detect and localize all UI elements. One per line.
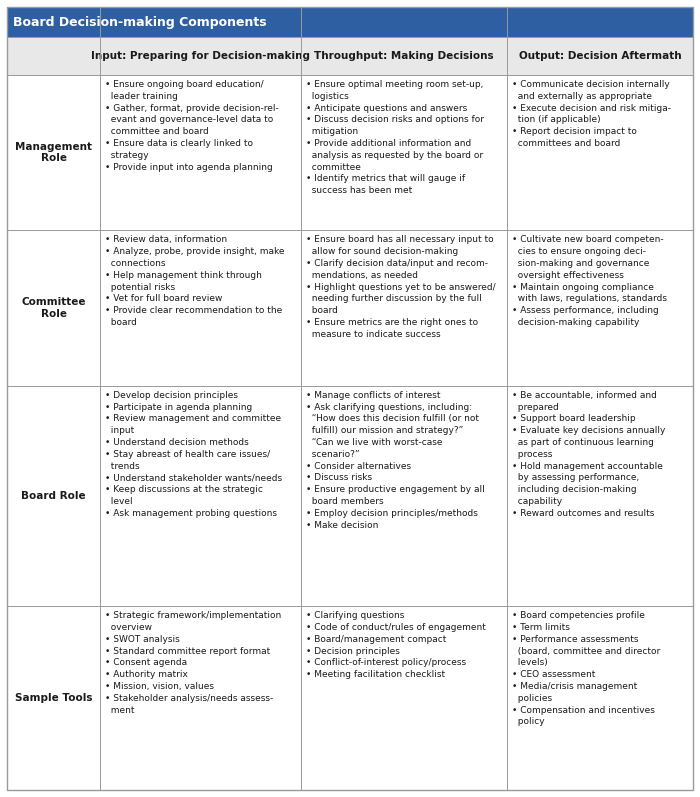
Bar: [7, 37, 693, 75]
Text: Sample Tools: Sample Tools: [15, 693, 92, 703]
Text: Board Decision-making Components: Board Decision-making Components: [13, 15, 267, 29]
Bar: [507, 230, 693, 386]
Text: • Manage conflicts of interest
• Ask clarifying questions, including:
  “How doe: • Manage conflicts of interest • Ask cla…: [306, 391, 484, 529]
Bar: [507, 75, 693, 230]
Bar: [7, 7, 693, 37]
Text: • Cultivate new board competen-
  cies to ensure ongoing deci-
  sion-making and: • Cultivate new board competen- cies to …: [512, 235, 667, 327]
Text: • Develop decision principles
• Participate in agenda planning
• Review manageme: • Develop decision principles • Particip…: [105, 391, 282, 518]
Text: Output: Decision Aftermath: Output: Decision Aftermath: [519, 51, 681, 61]
Bar: [301, 386, 507, 607]
Text: • Ensure ongoing board education/
  leader training
• Gather, format, provide de: • Ensure ongoing board education/ leader…: [105, 80, 279, 171]
Text: • Communicate decision internally
  and externally as appropriate
• Execute deci: • Communicate decision internally and ex…: [512, 80, 671, 148]
Text: • Board competencies profile
• Term limits
• Performance assessments
  (board, c: • Board competencies profile • Term limi…: [512, 611, 660, 726]
Bar: [100, 607, 301, 790]
Bar: [507, 607, 693, 790]
Bar: [301, 607, 507, 790]
Bar: [100, 230, 301, 386]
Text: • Strategic framework/implementation
  overview
• SWOT analysis
• Standard commi: • Strategic framework/implementation ove…: [105, 611, 281, 715]
Bar: [7, 386, 100, 607]
Text: Input: Preparing for Decision-making: Input: Preparing for Decision-making: [91, 51, 310, 61]
Bar: [301, 230, 507, 386]
Bar: [7, 230, 100, 386]
Text: • Clarifying questions
• Code of conduct/rules of engagement
• Board/management : • Clarifying questions • Code of conduct…: [306, 611, 486, 679]
Text: Board Role: Board Role: [21, 491, 86, 501]
Text: Throughput: Making Decisions: Throughput: Making Decisions: [314, 51, 494, 61]
Bar: [100, 75, 301, 230]
Text: Committee
Role: Committee Role: [21, 297, 86, 319]
Bar: [7, 607, 100, 790]
Text: • Ensure optimal meeting room set-up,
  logistics
• Anticipate questions and ans: • Ensure optimal meeting room set-up, lo…: [306, 80, 484, 195]
Text: • Review data, information
• Analyze, probe, provide insight, make
  connections: • Review data, information • Analyze, pr…: [105, 235, 285, 327]
Text: Management
Role: Management Role: [15, 142, 92, 163]
Text: • Ensure board has all necessary input to
  allow for sound decision-making
• Cl: • Ensure board has all necessary input t…: [306, 235, 496, 339]
Text: • Be accountable, informed and
  prepared
• Support board leadership
• Evaluate : • Be accountable, informed and prepared …: [512, 391, 665, 518]
Bar: [100, 386, 301, 607]
Bar: [7, 75, 100, 230]
Bar: [507, 386, 693, 607]
Bar: [301, 75, 507, 230]
